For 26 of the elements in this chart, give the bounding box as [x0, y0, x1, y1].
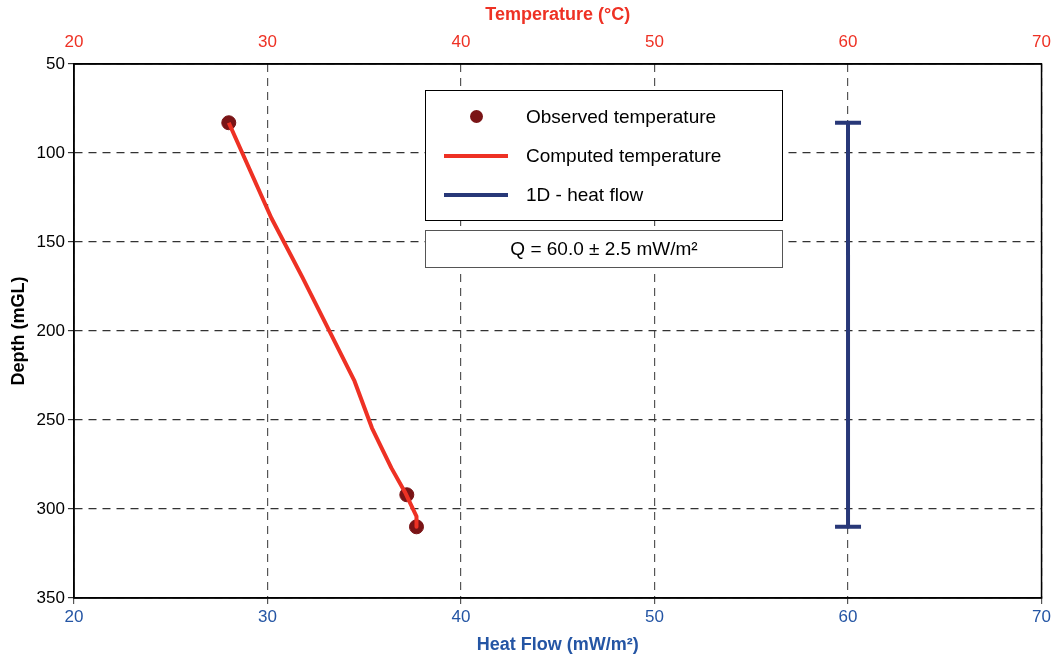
y-tick-label: 250	[36, 409, 65, 429]
y-tick-label: 200	[36, 320, 65, 340]
x2-axis-title: Temperature (°C)	[485, 3, 631, 24]
x2-tick-label: 70	[1032, 32, 1052, 52]
y-tick-label: 100	[36, 142, 65, 162]
legend-label: Observed temperature	[526, 105, 717, 128]
x-axis-title: Heat Flow (mW/m²)	[476, 634, 639, 655]
y-tick-label: 300	[36, 498, 65, 518]
x2-tick-label: 50	[645, 32, 664, 52]
x2-tick-label: 30	[258, 32, 277, 52]
x-tick-label: 40	[451, 606, 471, 626]
x-tick-label: 30	[258, 606, 277, 626]
x-tick-label: 70	[1032, 606, 1052, 626]
y-tick-label: 50	[46, 53, 65, 73]
note-box: Q = 60.0 ± 2.5 mW/m²	[425, 230, 783, 268]
legend-label: Computed temperature	[526, 144, 722, 167]
legend-label: 1D - heat flow	[526, 183, 644, 206]
x-tick-label: 50	[645, 606, 664, 626]
x2-tick-label: 20	[64, 32, 84, 52]
x-tick-label: 20	[64, 606, 84, 626]
x2-tick-label: 60	[838, 32, 858, 52]
x2-tick-label: 40	[451, 32, 471, 52]
y-tick-label: 350	[36, 587, 65, 607]
y-tick-label: 150	[36, 231, 65, 251]
x-tick-label: 60	[838, 606, 858, 626]
y-axis-title: Depth (mGL)	[7, 276, 28, 386]
